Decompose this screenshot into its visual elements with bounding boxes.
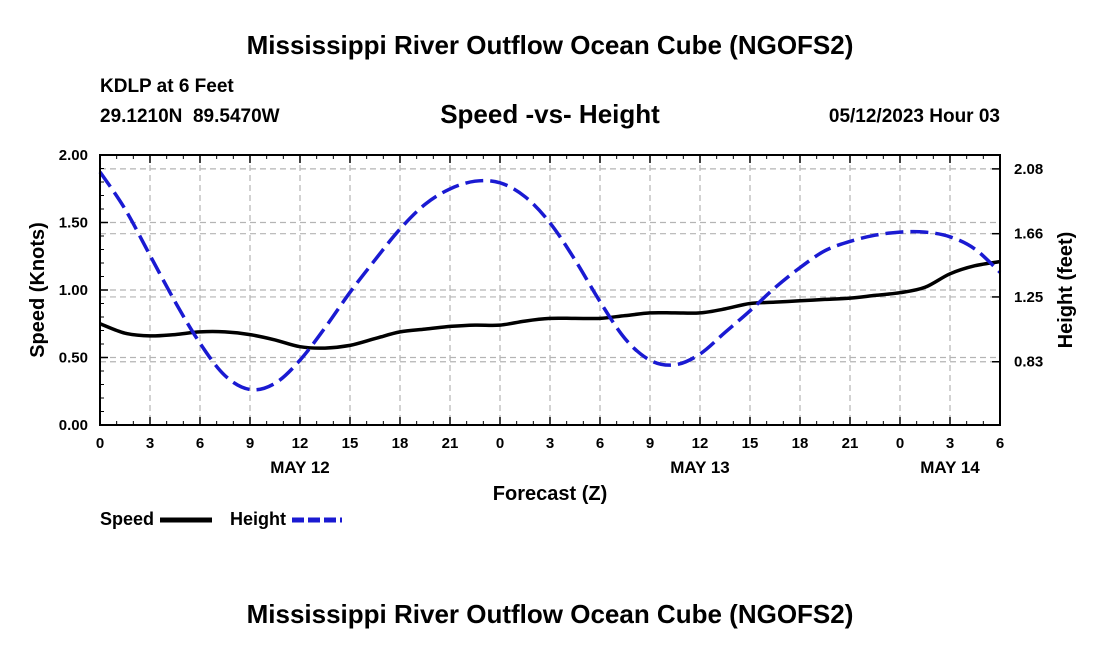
x-tick-label: 3 [946, 435, 954, 452]
x-tick-label: 12 [692, 435, 709, 452]
x-tick-label: 9 [246, 435, 254, 452]
speed-series-line [99, 259, 1001, 350]
tick-layer [99, 154, 1001, 426]
footer-title: Mississippi River Outflow Ocean Cube (NG… [246, 599, 854, 629]
x-tick-label: 15 [742, 435, 759, 452]
height-series-line [98, 170, 1002, 392]
series-layer [98, 170, 1002, 392]
date-label: MAY 12 [270, 458, 330, 477]
x-tick-label: 0 [96, 435, 104, 452]
x-tick-label: 18 [792, 435, 809, 452]
y-right-tick-label: 1.66 [1014, 226, 1043, 243]
y-right-tick-label: 0.83 [1014, 354, 1043, 371]
legend: Speed Height [100, 509, 342, 529]
x-tick-label: 21 [442, 435, 459, 452]
x-tick-label: 0 [896, 435, 904, 452]
x-tick-label: 15 [342, 435, 359, 452]
y-right-tick-label: 2.08 [1014, 161, 1043, 178]
y-left-tick-label: 0.00 [59, 417, 88, 434]
x-tick-label: 6 [196, 435, 204, 452]
label-layer: 0 3 6 9 12 15 18 21 0 3 6 9 12 15 18 21 0 3 6 MAY 12 MAY 13 M… [59, 147, 1043, 477]
legend-speed-label: Speed [100, 509, 154, 529]
page-title: Mississippi River Outflow Ocean Cube (NG… [246, 30, 854, 60]
chart-title: Speed -vs- Height [440, 99, 660, 129]
y-left-tick-label: 2.00 [59, 147, 88, 164]
x-tick-label: 0 [496, 435, 504, 452]
x-tick-label: 21 [842, 435, 859, 452]
station-coordinates: 29.1210N 89.5470W [100, 106, 280, 127]
date-label: MAY 13 [670, 458, 730, 477]
forecast-datetime: 05/12/2023 Hour 03 [828, 106, 1000, 127]
legend-height-label: Height [230, 509, 286, 529]
y-left-tick-label: 1.50 [59, 215, 88, 232]
date-label: MAY 14 [920, 458, 980, 477]
grid-layer [100, 155, 1000, 425]
x-tick-label: 12 [292, 435, 309, 452]
y-right-tick-label: 1.25 [1014, 289, 1043, 306]
y-left-tick-label: 0.50 [59, 350, 88, 367]
x-tick-label: 6 [996, 435, 1004, 452]
right-axis-title: Height (feet) [1055, 232, 1077, 349]
y-left-tick-label: 1.00 [59, 282, 88, 299]
x-tick-label: 3 [146, 435, 154, 452]
x-axis-title: Forecast (Z) [493, 483, 607, 505]
x-tick-label: 18 [392, 435, 409, 452]
station-label: KDLP at 6 Feet [100, 76, 234, 97]
x-tick-label: 6 [596, 435, 604, 452]
x-tick-label: 3 [546, 435, 554, 452]
left-axis-title: Speed (Knots) [27, 222, 49, 358]
x-tick-label: 9 [646, 435, 654, 452]
